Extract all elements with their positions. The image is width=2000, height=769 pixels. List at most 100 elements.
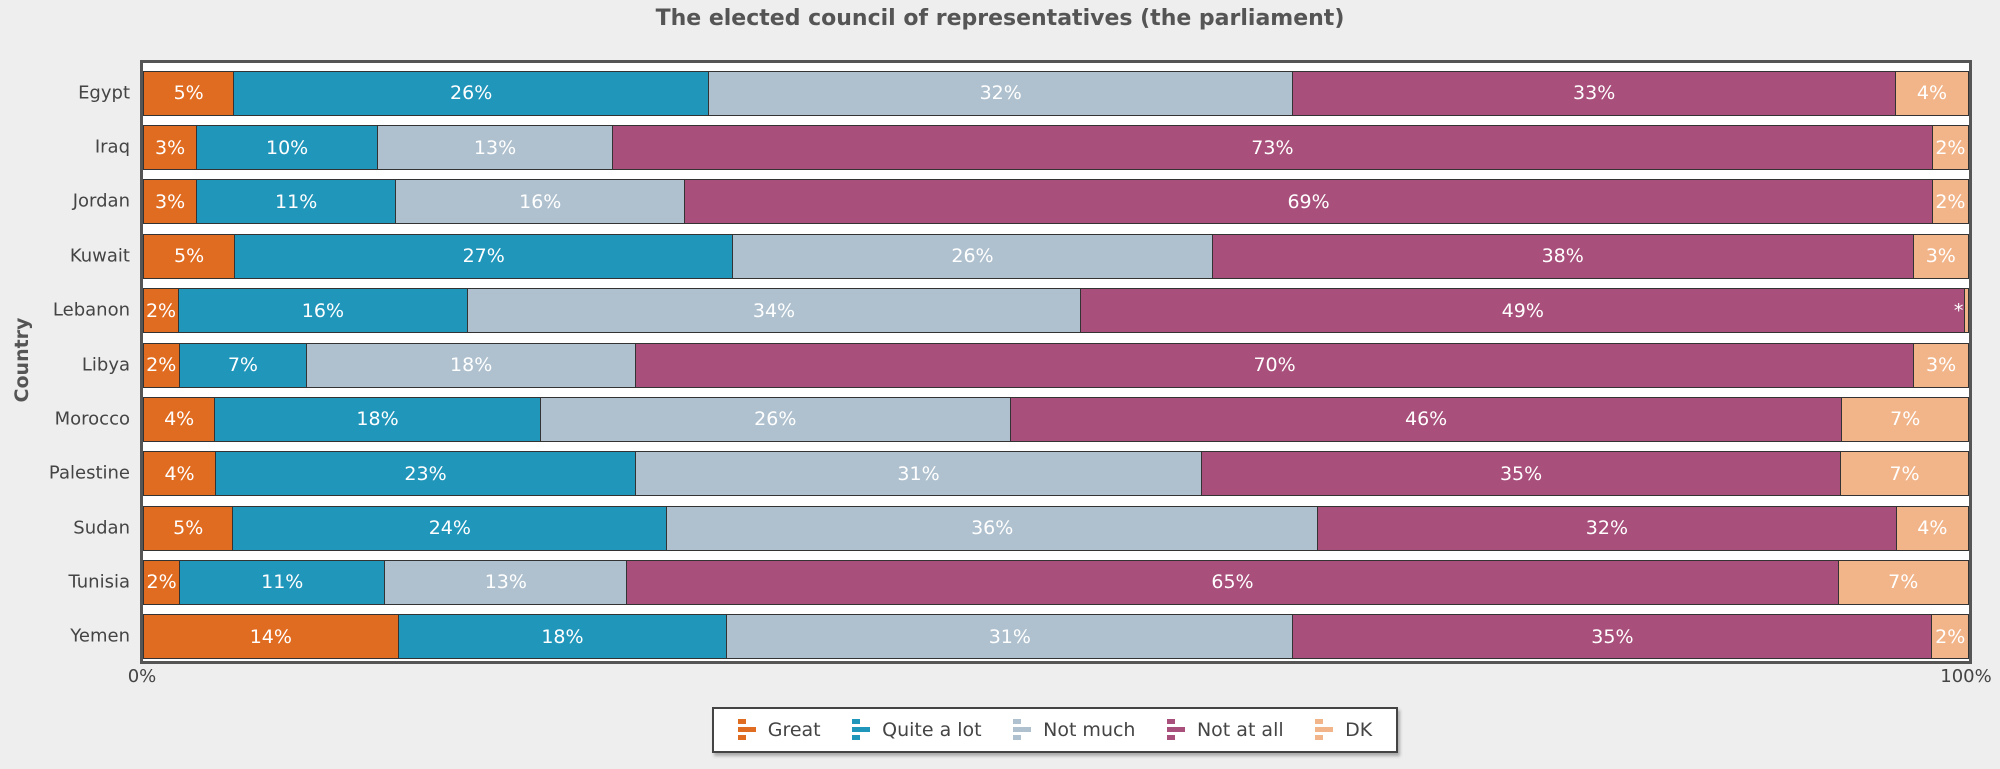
bar-segment-dk[interactable]: 4% — [1896, 505, 1969, 551]
bar-segment-dk[interactable]: 3% — [1914, 342, 1969, 388]
bar-segment-great[interactable]: 3% — [143, 179, 198, 225]
bar-segment-not-much[interactable]: 36% — [667, 505, 1319, 551]
bar-segment-not-much[interactable]: 16% — [396, 179, 686, 225]
data-label: 5% — [173, 517, 204, 540]
bar-row-kuwait: 5% 27% 26% 38% 3% — [143, 233, 1969, 279]
legend-item-great[interactable]: Great — [737, 719, 821, 741]
legend-item-dk[interactable]: DK — [1315, 719, 1372, 741]
data-label: 10% — [266, 136, 309, 159]
bar-segment-not-at-all[interactable]: 69% — [685, 179, 1933, 225]
bar-segment-not-at-all[interactable]: 65% — [627, 559, 1839, 605]
bar-segment-not-at-all[interactable]: 73% — [613, 125, 1933, 171]
bar-segment-dk[interactable]: 7% — [1841, 451, 1969, 497]
bar-row-libya: 2% 7% 18% 70% 3% — [143, 342, 1969, 388]
data-label: 2% — [146, 571, 177, 594]
category-label: Egypt — [78, 82, 130, 104]
bar-segment-not-much[interactable]: 13% — [378, 125, 614, 171]
data-label: 27% — [462, 245, 505, 268]
bar-segment-great[interactable]: 4% — [143, 451, 217, 497]
legend-item-not-much[interactable]: Not much — [1013, 719, 1135, 741]
bar-segment-quite-a-lot[interactable]: 7% — [179, 342, 308, 388]
bar-segment-dk[interactable]: 2% — [1932, 125, 1969, 171]
data-label: 4% — [1916, 82, 1948, 105]
bar-segment-quite-a-lot[interactable]: 18% — [215, 396, 541, 442]
bar-segment-great[interactable]: 5% — [143, 233, 236, 279]
bar-segment-not-at-all[interactable]: 38% — [1212, 233, 1914, 279]
data-label: 16% — [301, 299, 345, 322]
data-label: 73% — [1251, 136, 1294, 159]
bar-segment-dk[interactable]: 3% — [1913, 233, 1969, 279]
data-label: 3% — [1925, 354, 1957, 376]
bar-segment-great[interactable]: 4% — [143, 396, 216, 442]
bar-segment-not-much[interactable]: 34% — [467, 288, 1082, 334]
legend-label: Quite a lot — [882, 719, 982, 741]
bar-segment-quite-a-lot[interactable]: 18% — [398, 614, 728, 660]
legend-label: DK — [1345, 719, 1373, 741]
bar-segment-great[interactable]: 2% — [143, 342, 180, 388]
data-label: 3% — [1925, 245, 1956, 268]
data-label: 13% — [473, 136, 517, 159]
bar-segment-not-much[interactable]: 26% — [733, 233, 1213, 279]
data-label: 49% — [1501, 299, 1544, 322]
bar-row-jordan: 3% 11% 16% 69% 2% — [143, 179, 1969, 225]
bar-segment-not-much[interactable]: 13% — [385, 559, 628, 605]
bar-segment-not-much[interactable]: 26% — [540, 396, 1011, 442]
bar-segment-great[interactable]: 3% — [143, 125, 198, 171]
bar-segment-great[interactable]: 2% — [143, 559, 181, 605]
data-label: 5% — [174, 245, 205, 268]
bar-segment-not-much[interactable]: 31% — [636, 451, 1203, 497]
bar-segment-great[interactable]: 14% — [143, 614, 399, 660]
bar-segment-quite-a-lot[interactable]: 10% — [197, 125, 379, 171]
bar-segment-not-at-all[interactable]: 49% — [1081, 288, 1966, 334]
bar-segment-dk[interactable]: 4% — [1895, 70, 1969, 116]
bar-segment-great[interactable]: 5% — [143, 70, 235, 116]
bar-segment-not-much[interactable]: 32% — [709, 70, 1294, 116]
bar-segment-dk[interactable]: * — [1954, 288, 1969, 334]
data-label: 2% — [1935, 625, 1966, 648]
bar-row-lebanon: 2% 16% 34% 49% * — [143, 288, 1969, 334]
data-label: 2% — [1935, 136, 1966, 159]
bar-segment-not-much[interactable]: 18% — [307, 342, 636, 388]
bar-segment-quite-a-lot[interactable]: 16% — [179, 288, 468, 334]
legend-item-not-at-all[interactable]: Not at all — [1166, 719, 1284, 741]
data-label: 11% — [261, 571, 304, 594]
data-label: 11% — [275, 190, 318, 213]
bar-segment-great[interactable]: 5% — [143, 505, 234, 551]
x-tick-label: 100% — [1940, 666, 1992, 687]
bar-segment-quite-a-lot[interactable]: 23% — [216, 451, 636, 497]
data-label: 4% — [1917, 517, 1948, 540]
bar-segment-not-at-all[interactable]: 46% — [1010, 396, 1843, 442]
bar-segment-not-much[interactable]: 31% — [727, 614, 1294, 660]
bar-segment-quite-a-lot[interactable]: 27% — [235, 233, 734, 279]
category-label: Kuwait — [69, 245, 130, 267]
category-label: Jordan — [72, 190, 130, 212]
legend-item-quite-a-lot[interactable]: Quite a lot — [852, 719, 982, 741]
bar-segment-quite-a-lot[interactable]: 11% — [197, 179, 397, 225]
legend-label: Great — [767, 719, 821, 741]
data-label: 38% — [1541, 245, 1584, 268]
bar-segment-dk[interactable]: 2% — [1932, 179, 1969, 225]
bar-segment-quite-a-lot[interactable]: 26% — [234, 70, 710, 116]
y-axis-label: Country — [11, 317, 33, 403]
data-label: 4% — [164, 408, 195, 431]
bar-segment-not-at-all[interactable]: 70% — [636, 342, 1915, 388]
plot-area: 5% 26% 32% 33% 4% 3% 10% 13% 73% 2% 3% 11% 16% 69% 2% 5… — [140, 60, 1972, 664]
bar-segment-dk[interactable]: 7% — [1842, 396, 1969, 442]
data-label: 18% — [450, 354, 493, 376]
bar-row-sudan: 5% 24% 36% 32% 4% — [143, 505, 1969, 551]
bar-segment-quite-a-lot[interactable]: 24% — [233, 505, 668, 551]
bar-row-tunisia: 2% 11% 13% 65% 7% — [143, 559, 1969, 605]
data-label: 18% — [541, 625, 584, 648]
bar-segment-great[interactable]: 2% — [143, 288, 180, 334]
bar-segment-not-at-all[interactable]: 33% — [1293, 70, 1896, 116]
bar-segment-not-at-all[interactable]: 35% — [1293, 614, 1933, 660]
data-label: 32% — [979, 82, 1022, 105]
bar-segment-not-at-all[interactable]: 35% — [1202, 451, 1842, 497]
bar-segment-quite-a-lot[interactable]: 11% — [180, 559, 386, 605]
bar-segment-dk[interactable]: 2% — [1932, 614, 1969, 660]
data-label: 7% — [1889, 462, 1920, 485]
bar-segment-not-at-all[interactable]: 32% — [1318, 505, 1897, 551]
data-label: 7% — [1890, 408, 1921, 431]
legend-bar-icon — [737, 719, 756, 741]
bar-segment-dk[interactable]: 7% — [1838, 559, 1969, 605]
